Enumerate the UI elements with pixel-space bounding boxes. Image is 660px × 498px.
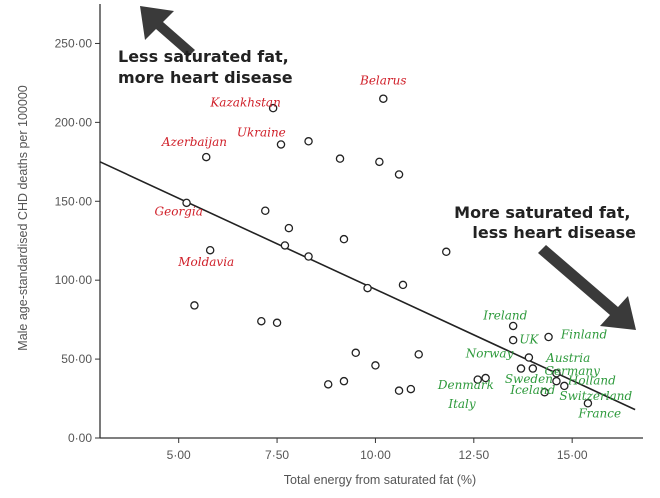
y-tick-label: 250·00 [55, 36, 93, 50]
country-label: France [577, 406, 621, 420]
data-point [398, 280, 408, 290]
data-point [516, 364, 526, 373]
data-point [280, 241, 290, 250]
data-point [375, 157, 384, 167]
country-label: Finland [560, 328, 608, 342]
country-label: Sweden [505, 372, 553, 386]
data-points [182, 94, 593, 408]
data-point [371, 361, 380, 370]
x-tick-label: 5·00 [167, 448, 191, 462]
data-point [583, 399, 593, 408]
x-axis-title: Total energy from saturated fat (%) [284, 473, 476, 487]
y-tick-label: 50·00 [61, 352, 92, 366]
data-point [540, 387, 549, 397]
y-tick-label: 100·00 [55, 273, 93, 287]
data-point [323, 380, 333, 389]
x-tick-label: 7·50 [265, 448, 289, 462]
country-label: UK [519, 332, 539, 346]
country-label: Ukraine [237, 126, 286, 140]
data-point [524, 353, 534, 362]
data-point [201, 152, 211, 162]
x-axis-ticks: 5·00 7·50 10·00 12·50 15·00 [167, 438, 588, 462]
country-labels: Belarus Kazakhstan Ukraine Azerbaijan Georgi… [155, 73, 633, 420]
data-point [544, 332, 553, 342]
data-point [481, 373, 490, 383]
data-point [339, 234, 349, 244]
data-point [508, 321, 518, 331]
country-label: Switzerland [559, 389, 632, 403]
country-label: Italy [447, 397, 476, 411]
data-point [406, 384, 416, 394]
data-point [528, 364, 538, 373]
data-point [442, 247, 451, 257]
x-tick-label: 10·00 [360, 448, 391, 462]
callout-high-fat-line-2: less heart disease [472, 223, 636, 242]
data-point [552, 369, 561, 378]
y-tick-label: 200·00 [55, 115, 93, 129]
data-point [351, 348, 361, 358]
data-point [304, 252, 313, 261]
callout-low-fat-line-1: Less saturated fat, [118, 47, 289, 66]
x-tick-label: 12·50 [458, 448, 489, 462]
data-point [363, 283, 372, 293]
country-label: Norway [465, 347, 514, 361]
country-label: Holland [567, 373, 616, 387]
arrow-down-right-icon [538, 245, 636, 330]
y-axis-title: Male age-standardised CHD deaths per 100… [16, 85, 30, 350]
data-point [379, 94, 388, 103]
callout-low-fat: Less saturated fat, more heart disease [118, 47, 294, 87]
data-point [272, 318, 282, 328]
callout-high-fat: More saturated fat, less heart disease [454, 203, 636, 242]
data-point [560, 381, 569, 391]
country-label: Ireland [482, 309, 527, 323]
data-point [257, 316, 266, 326]
data-point [284, 223, 294, 233]
data-point [268, 103, 278, 113]
country-label: Belarus [359, 73, 407, 87]
country-label: Austria [545, 351, 590, 365]
x-tick-label: 15·00 [557, 448, 588, 462]
country-label: Germany [544, 364, 600, 378]
callout-high-fat-line-1: More saturated fat, [454, 203, 630, 222]
data-point [473, 375, 482, 384]
data-point [394, 386, 404, 395]
data-point [339, 376, 349, 386]
y-tick-label: 150·00 [55, 194, 93, 208]
country-label: Moldavia [177, 255, 234, 269]
data-point [552, 376, 561, 386]
y-tick-label: 0·00 [68, 431, 92, 445]
country-label: Iceland [509, 383, 555, 397]
data-point [394, 170, 404, 179]
country-label: Denmark [437, 378, 494, 392]
callout-low-fat-line-2: more heart disease [118, 68, 293, 87]
data-point [276, 140, 286, 149]
y-axis-ticks: 0·00 50·00 100·00 150·00 200·00 250·00 [55, 36, 100, 445]
data-point [304, 137, 313, 146]
country-label: Georgia [155, 204, 203, 218]
data-point [261, 206, 270, 215]
data-point [335, 154, 345, 163]
data-point [205, 245, 215, 255]
country-label: Kazakhstan [209, 96, 280, 110]
data-point [190, 301, 199, 310]
data-point [182, 198, 191, 208]
data-point [508, 335, 518, 345]
arrow-up-left-icon [140, 6, 195, 57]
country-label: Azerbaijan [161, 135, 227, 149]
data-point [414, 350, 423, 359]
